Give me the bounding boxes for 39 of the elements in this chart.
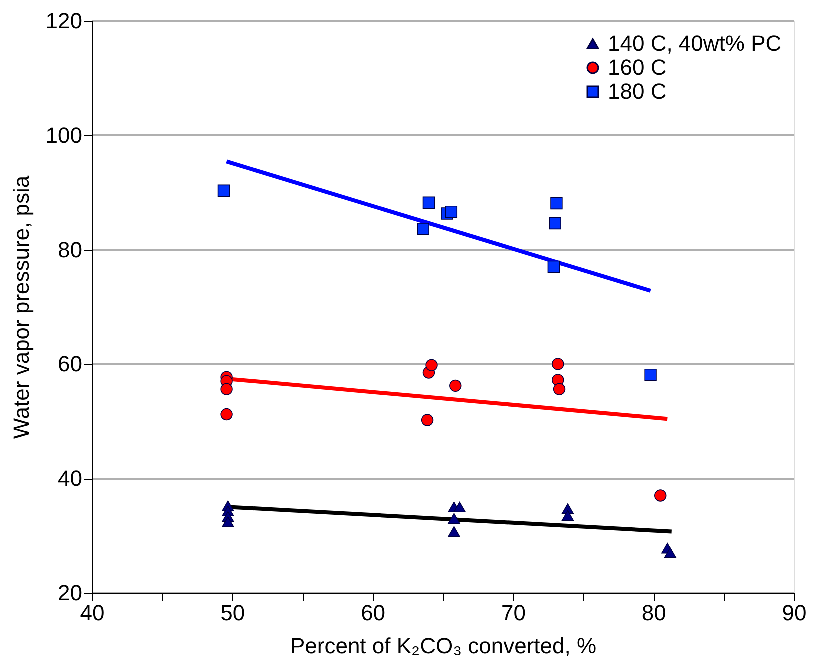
x-tick-label: 40 — [80, 600, 105, 626]
point — [562, 510, 574, 522]
y-tick-label: 120 — [46, 8, 82, 34]
x-tick-label: 50 — [220, 600, 246, 626]
point — [445, 206, 458, 218]
x-axis-title: Percent of K₂CO₃ converted, % — [290, 634, 597, 658]
legend-label: 160 C — [608, 55, 667, 80]
y-axis-title: Water vapor pressure, psia — [8, 175, 34, 440]
point — [549, 217, 562, 230]
point — [222, 516, 234, 528]
y-tick-label: 100 — [46, 122, 82, 148]
x-tick-label: 80 — [642, 600, 666, 626]
x-tick-label: 90 — [782, 600, 807, 626]
y-tick-label: 20 — [58, 580, 82, 606]
point — [448, 526, 460, 538]
point — [426, 359, 438, 372]
point — [548, 260, 560, 274]
point — [450, 380, 462, 392]
y-tick-label: 40 — [58, 466, 82, 492]
point — [220, 383, 233, 396]
point — [220, 408, 233, 421]
legend-label: 180 C — [608, 79, 667, 104]
x-tick-label: 70 — [501, 600, 526, 626]
point — [644, 368, 657, 382]
point — [421, 414, 434, 426]
y-tick-label: 80 — [58, 237, 82, 262]
point — [654, 490, 667, 502]
point — [218, 184, 230, 197]
x-tick-label: 60 — [361, 600, 386, 626]
point — [422, 196, 436, 209]
y-tick-label: 60 — [58, 352, 82, 377]
point — [664, 548, 677, 558]
point — [550, 197, 563, 210]
point — [448, 513, 460, 524]
point — [417, 223, 430, 236]
point — [553, 383, 566, 396]
legend-label: 140 C, 40wt% PC — [608, 31, 782, 56]
point — [552, 358, 564, 370]
point — [454, 502, 466, 513]
